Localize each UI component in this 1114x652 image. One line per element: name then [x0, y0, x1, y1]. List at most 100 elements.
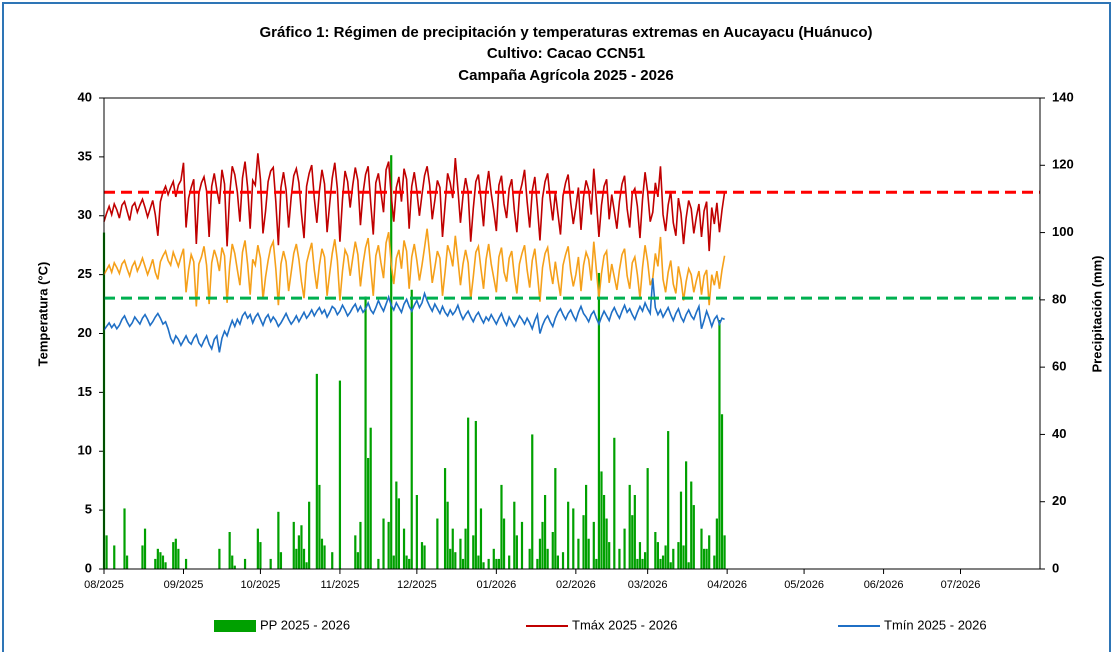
bar: [143, 528, 147, 569]
bar: [123, 508, 126, 569]
bar: [443, 468, 447, 569]
bar: [446, 501, 449, 569]
bar: [538, 538, 542, 569]
chart-title: Gráfico 1: Régimen de precipitación y te…: [260, 24, 873, 41]
legend-label: Tmín 2025 - 2026: [884, 617, 987, 632]
bar: [605, 518, 608, 569]
y2-tick-label: 0: [1052, 560, 1059, 575]
bar: [592, 521, 595, 569]
bar: [174, 538, 177, 569]
bar: [259, 542, 262, 569]
y-tick-label: 30: [78, 207, 92, 222]
bar: [461, 558, 465, 569]
bar: [164, 562, 167, 569]
bar: [633, 494, 636, 569]
bar: [513, 501, 516, 569]
bar: [184, 558, 188, 569]
bar: [405, 555, 408, 569]
bar: [531, 434, 534, 569]
y-tick-label: 40: [78, 89, 92, 104]
bar: [672, 548, 675, 569]
x-tick-label: 04/2026: [707, 579, 747, 591]
bar: [567, 501, 570, 569]
y2-tick-label: 120: [1052, 157, 1074, 172]
bar: [269, 558, 272, 569]
bar: [172, 542, 175, 569]
y2-tick-label: 20: [1052, 493, 1066, 508]
bar: [113, 545, 116, 569]
y-axis-label: Temperatura (°C): [35, 262, 50, 367]
bar: [474, 420, 477, 569]
bar: [331, 552, 334, 569]
bar: [718, 320, 721, 569]
chart-subtitle: Campaña Agrícola 2025 - 2026: [458, 67, 673, 84]
bar: [636, 558, 639, 569]
bar: [687, 562, 690, 569]
bar: [705, 548, 708, 569]
bar: [715, 518, 718, 569]
bar: [451, 528, 454, 569]
bar: [354, 535, 357, 569]
bar: [479, 508, 483, 569]
bar: [551, 531, 554, 569]
bar: [300, 525, 303, 569]
x-tick-label: 09/2025: [164, 579, 204, 591]
line: [103, 153, 726, 252]
bar: [302, 548, 306, 569]
bar: [454, 552, 457, 569]
x-tick-label: 12/2025: [397, 579, 437, 591]
bar: [508, 555, 511, 569]
bar: [436, 518, 439, 569]
bar: [685, 461, 688, 569]
bar: [397, 498, 401, 569]
bar: [305, 562, 308, 569]
bar: [595, 558, 598, 569]
bar: [669, 562, 672, 569]
bar: [297, 535, 300, 569]
bar: [256, 528, 259, 569]
bar: [543, 494, 547, 569]
x-tick-label: 03/2026: [628, 579, 668, 591]
bar: [546, 548, 549, 569]
legend-label: PP 2025 - 2026: [260, 617, 350, 632]
x-tick-label: 02/2026: [556, 579, 596, 591]
x-tick-label: 01/2026: [476, 579, 516, 591]
bar: [500, 484, 503, 569]
bar: [367, 457, 370, 569]
bar: [408, 558, 411, 569]
y-tick-label: 0: [85, 560, 92, 575]
y-tick-label: 10: [78, 443, 92, 458]
bar: [177, 548, 180, 569]
bar: [392, 555, 395, 569]
bar: [713, 555, 716, 569]
bar: [618, 548, 621, 569]
y2-tick-label: 140: [1052, 89, 1074, 104]
bar: [377, 558, 380, 569]
bar: [602, 494, 606, 569]
bar: [556, 555, 559, 569]
y2-tick-label: 100: [1052, 224, 1074, 239]
bar: [702, 548, 706, 569]
bar: [356, 552, 359, 569]
x-tick-label: 05/2026: [784, 579, 824, 591]
bar: [218, 548, 221, 569]
y2-tick-label: 40: [1052, 426, 1066, 441]
bar: [587, 538, 590, 569]
bar: [679, 491, 683, 569]
bar: [690, 481, 693, 569]
bar: [638, 542, 642, 569]
bar: [472, 535, 475, 569]
bar: [292, 521, 295, 569]
bar: [656, 542, 660, 569]
bar: [554, 468, 557, 569]
bar: [395, 481, 398, 569]
x-tick-label: 11/2025: [320, 579, 359, 591]
y-tick-label: 5: [85, 502, 92, 517]
bar: [467, 417, 470, 569]
bar: [520, 521, 524, 569]
bar: [308, 501, 311, 569]
bar: [477, 555, 480, 569]
bar: [661, 555, 665, 569]
y-tick-label: 25: [78, 266, 92, 281]
bar: [364, 296, 367, 569]
